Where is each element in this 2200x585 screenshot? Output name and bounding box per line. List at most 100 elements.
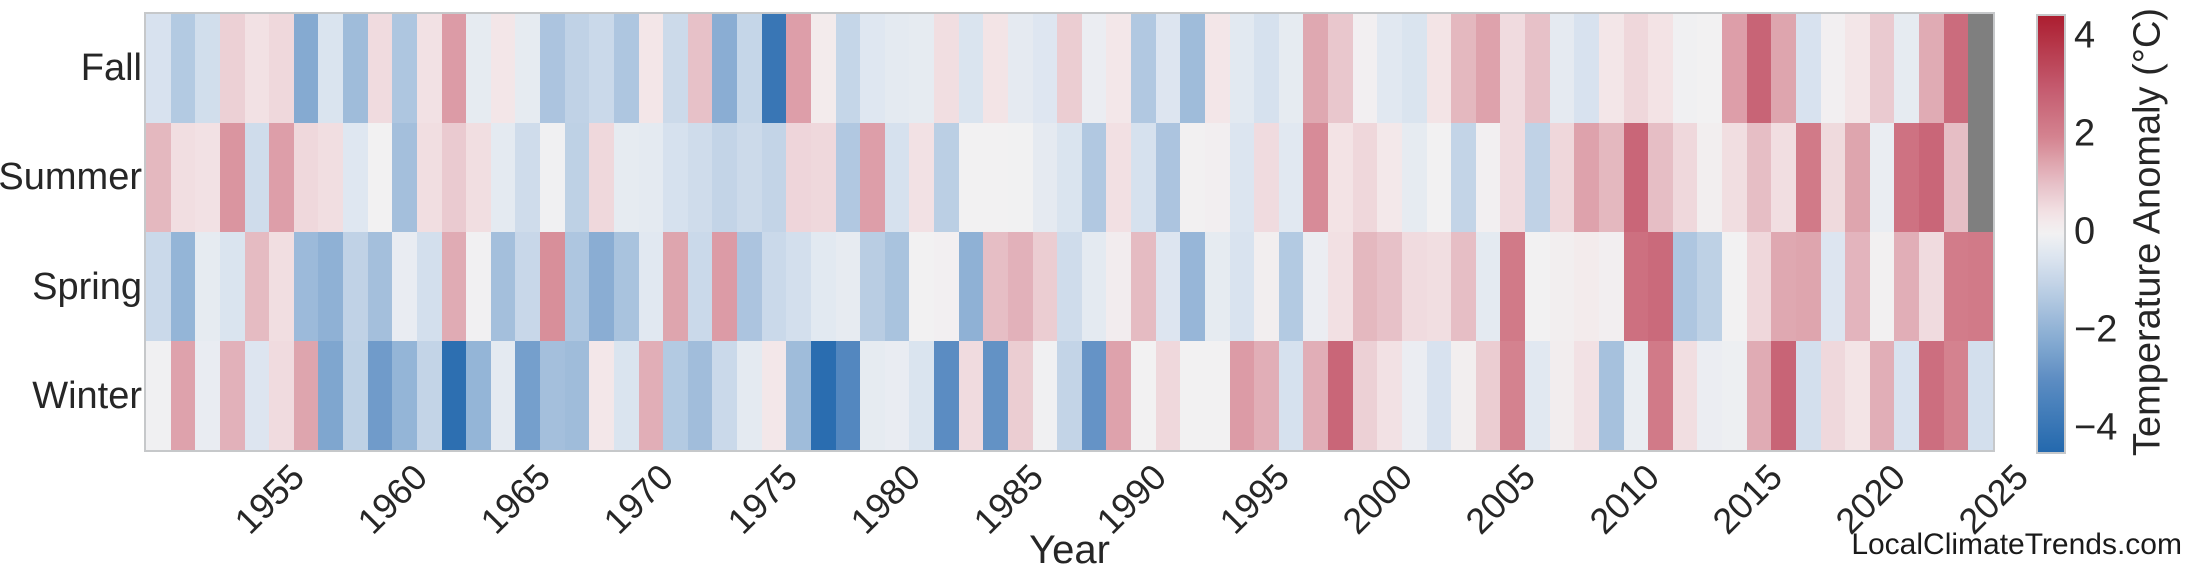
- heatmap-cell: [1278, 232, 1304, 341]
- heatmap-cell: [343, 341, 368, 450]
- heatmap-cell: [1106, 123, 1131, 232]
- heatmap-cell: [1549, 232, 1575, 341]
- heatmap-cell: [1648, 123, 1673, 232]
- heatmap-cell: [983, 14, 1008, 123]
- heatmap-cell: [884, 14, 910, 123]
- heatmap-cell: [466, 232, 491, 341]
- heatmap-cell: [1549, 341, 1575, 450]
- heatmap-cell: [1278, 341, 1304, 450]
- heatmap-cell: [269, 123, 294, 232]
- heatmap-cell: [1401, 123, 1427, 232]
- heatmap-cell: [1795, 14, 1821, 123]
- colorbar-tick-0: 0: [2074, 210, 2096, 253]
- heatmap-cell: [1672, 14, 1698, 123]
- heatmap-cell: [638, 232, 664, 341]
- heatmap-cell: [367, 341, 393, 450]
- heatmap-cell: [564, 232, 590, 341]
- heatmap-cell: [1943, 14, 1969, 123]
- heatmap-cell: [786, 232, 811, 341]
- heatmap-cell: [1845, 341, 1870, 450]
- heatmap-cell: [466, 341, 491, 450]
- heatmap-cell: [810, 123, 836, 232]
- heatmap-cell: [835, 232, 861, 341]
- heatmap-cell: [1869, 14, 1895, 123]
- heatmap-cell: [810, 232, 836, 341]
- heatmap-cell: [884, 123, 910, 232]
- heatmap-cell: [269, 14, 294, 123]
- heatmap-cell: [737, 232, 762, 341]
- heatmap-cell: [1919, 123, 1944, 232]
- heatmap-cell: [687, 341, 713, 450]
- heatmap-cell: [1919, 232, 1944, 341]
- watermark-text: LocalClimateTrends.com: [1851, 528, 2182, 561]
- heatmap-cell: [219, 232, 245, 341]
- heatmap-cell: [1771, 232, 1796, 341]
- heatmap-cell: [1081, 14, 1107, 123]
- heatmap-cell: [1081, 123, 1107, 232]
- heatmap-row-fall: [146, 14, 1993, 123]
- heatmap-cell: [1869, 341, 1895, 450]
- heatmap-cell: [958, 232, 984, 341]
- heatmap-cell: [367, 123, 393, 232]
- heatmap-cell: [1155, 232, 1181, 341]
- heatmap-cell: [1525, 341, 1550, 450]
- heatmap-cell: [1820, 232, 1846, 341]
- heatmap-cell: [786, 123, 811, 232]
- heatmap-cell: [564, 341, 590, 450]
- heatmap-cell: [761, 14, 787, 123]
- heatmap-cell: [515, 232, 540, 341]
- heatmap-cell: [1894, 341, 1919, 450]
- heatmap-cell: [934, 123, 959, 232]
- heatmap-cell: [1894, 14, 1919, 123]
- heatmap-cell: [1869, 123, 1895, 232]
- heatmap-cell: [1377, 14, 1402, 123]
- heatmap-cell: [712, 123, 737, 232]
- heatmap-cell: [1328, 341, 1353, 450]
- heatmap-cell: [367, 14, 393, 123]
- heatmap-cell: [1352, 341, 1378, 450]
- heatmap-cell: [244, 14, 270, 123]
- heatmap-cell: [1968, 341, 1993, 450]
- heatmap-cell: [835, 123, 861, 232]
- heatmap-cell: [1451, 341, 1476, 450]
- heatmap-cell: [958, 14, 984, 123]
- heatmap-cell: [441, 341, 467, 450]
- colorbar-label: Temperature Anomaly (°C): [2126, 7, 2169, 457]
- heatmap-cell: [1377, 123, 1402, 232]
- heatmap-cell: [1303, 232, 1328, 341]
- heatmap-cell: [1525, 123, 1550, 232]
- heatmap-cell: [441, 123, 467, 232]
- heatmap-cell: [1795, 123, 1821, 232]
- heatmap-cell: [269, 341, 294, 450]
- heatmap-cell: [1943, 341, 1969, 450]
- heatmap-cell: [958, 341, 984, 450]
- heatmap-cell: [1845, 123, 1870, 232]
- heatmap-cell: [1328, 232, 1353, 341]
- heatmap-cell: [687, 123, 713, 232]
- heatmap-cell: [1254, 14, 1279, 123]
- heatmap-cell: [1057, 14, 1082, 123]
- heatmap-cell: [1623, 341, 1649, 450]
- heatmap-cell: [1672, 232, 1698, 341]
- heatmap-cell: [663, 341, 688, 450]
- heatmap-cell: [589, 123, 614, 232]
- heatmap-cell: [1525, 232, 1550, 341]
- heatmap-cell: [1574, 341, 1599, 450]
- heatmap-cell: [219, 14, 245, 123]
- heatmap-cell: [810, 14, 836, 123]
- heatmap-cell: [860, 341, 885, 450]
- heatmap-cell: [1697, 14, 1722, 123]
- heatmap-cell: [1623, 14, 1649, 123]
- heatmap-cell: [1746, 341, 1772, 450]
- heatmap-cell: [146, 341, 171, 450]
- heatmap-cell: [515, 123, 540, 232]
- heatmap-cell: [1180, 232, 1205, 341]
- heatmap-cell: [1204, 341, 1230, 450]
- heatmap-cell: [1451, 232, 1476, 341]
- heatmap-cell: [1426, 14, 1452, 123]
- heatmap-cell: [737, 14, 762, 123]
- heatmap-cell: [170, 232, 196, 341]
- heatmap-cell: [712, 341, 737, 450]
- heatmap-cell: [1254, 123, 1279, 232]
